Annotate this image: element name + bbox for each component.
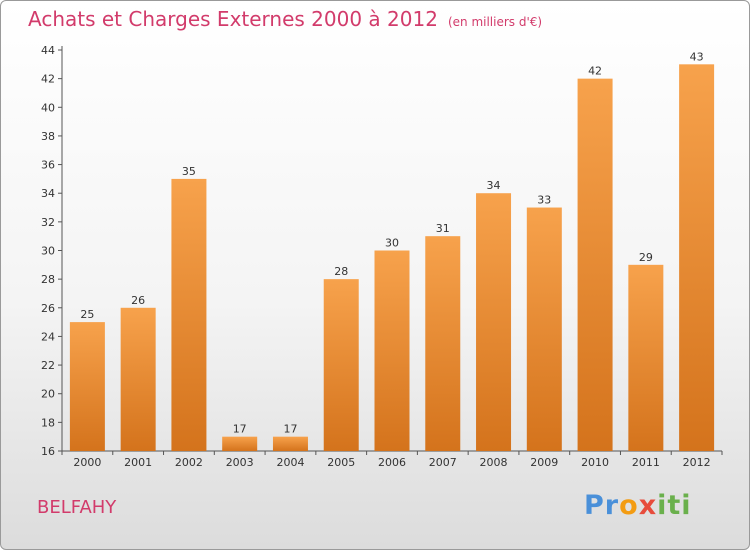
bar-value-label: 29 — [639, 251, 653, 264]
bar-value-label: 17 — [233, 423, 247, 436]
x-tick-label: 2010 — [581, 456, 609, 469]
x-tick-label: 2008 — [480, 456, 508, 469]
bar — [679, 64, 715, 452]
y-tick-label: 34 — [41, 187, 55, 200]
bar-value-label: 17 — [283, 423, 297, 436]
y-tick-label: 26 — [41, 302, 55, 315]
logo-letter: r — [604, 490, 620, 521]
x-tick-label: 2007 — [429, 456, 457, 469]
bar — [577, 78, 613, 452]
x-tick-label: 2012 — [683, 456, 711, 469]
chart-title: Achats et Charges Externes 2000 à 2012 (e… — [28, 7, 542, 31]
bar — [171, 178, 207, 451]
bar-value-label: 30 — [385, 237, 399, 250]
logo-letter: i — [681, 490, 692, 521]
bar-value-label: 42 — [588, 65, 602, 78]
bar — [69, 322, 105, 451]
bar — [323, 279, 359, 451]
bar — [374, 250, 410, 451]
y-tick-label: 42 — [41, 73, 55, 86]
y-tick-label: 32 — [41, 216, 55, 229]
logo-letter: i — [657, 490, 668, 521]
chart-title-text: Achats et Charges Externes 2000 à 2012 — [28, 7, 438, 31]
y-tick-label: 38 — [41, 130, 55, 143]
proxiti-logo: Proxiti — [584, 490, 692, 521]
y-tick-label: 18 — [41, 416, 55, 429]
bar-value-label: 25 — [80, 308, 94, 321]
y-tick-label: 44 — [41, 44, 55, 57]
y-tick-label: 40 — [41, 101, 55, 114]
y-tick-label: 22 — [41, 359, 55, 372]
city-name: BELFAHY — [37, 497, 117, 518]
y-tick-label: 16 — [41, 445, 55, 458]
y-tick-label: 20 — [41, 388, 55, 401]
y-tick-label: 36 — [41, 159, 55, 172]
x-tick-label: 2000 — [73, 456, 101, 469]
bar-value-label: 26 — [131, 294, 145, 307]
chart-bars: 25 26 35 17 17 28 30 31 34 33 42 29 43 — [69, 50, 715, 452]
bar — [222, 436, 258, 451]
y-tick-label: 30 — [41, 245, 55, 258]
bar — [476, 193, 512, 451]
x-tick-label: 2005 — [327, 456, 355, 469]
y-tick-label: 24 — [41, 330, 55, 343]
bar — [425, 236, 461, 451]
x-tick-label: 2001 — [124, 456, 152, 469]
x-tick-label: 2002 — [175, 456, 203, 469]
bar-value-label: 35 — [182, 165, 196, 178]
bar — [272, 436, 308, 451]
logo-letter: o — [619, 490, 639, 521]
chart-unit: (en milliers d'€) — [447, 15, 543, 29]
bar-value-label: 31 — [436, 222, 450, 235]
x-tick-label: 2011 — [632, 456, 660, 469]
x-tick-label: 2006 — [378, 456, 406, 469]
bar-value-label: 33 — [537, 194, 551, 207]
bar — [628, 264, 664, 451]
bar-value-label: 34 — [487, 179, 501, 192]
x-tick-label: 2003 — [226, 456, 254, 469]
logo-letter: t — [667, 490, 682, 521]
bar — [526, 207, 562, 451]
bar-value-label: 28 — [334, 265, 348, 278]
logo-letter: P — [584, 490, 605, 521]
logo-letter: x — [638, 490, 658, 521]
y-tick-label: 28 — [41, 273, 55, 286]
bar — [120, 307, 156, 451]
x-tick-label: 2004 — [276, 456, 304, 469]
x-tick-label: 2009 — [530, 456, 558, 469]
bar-value-label: 43 — [690, 50, 704, 63]
